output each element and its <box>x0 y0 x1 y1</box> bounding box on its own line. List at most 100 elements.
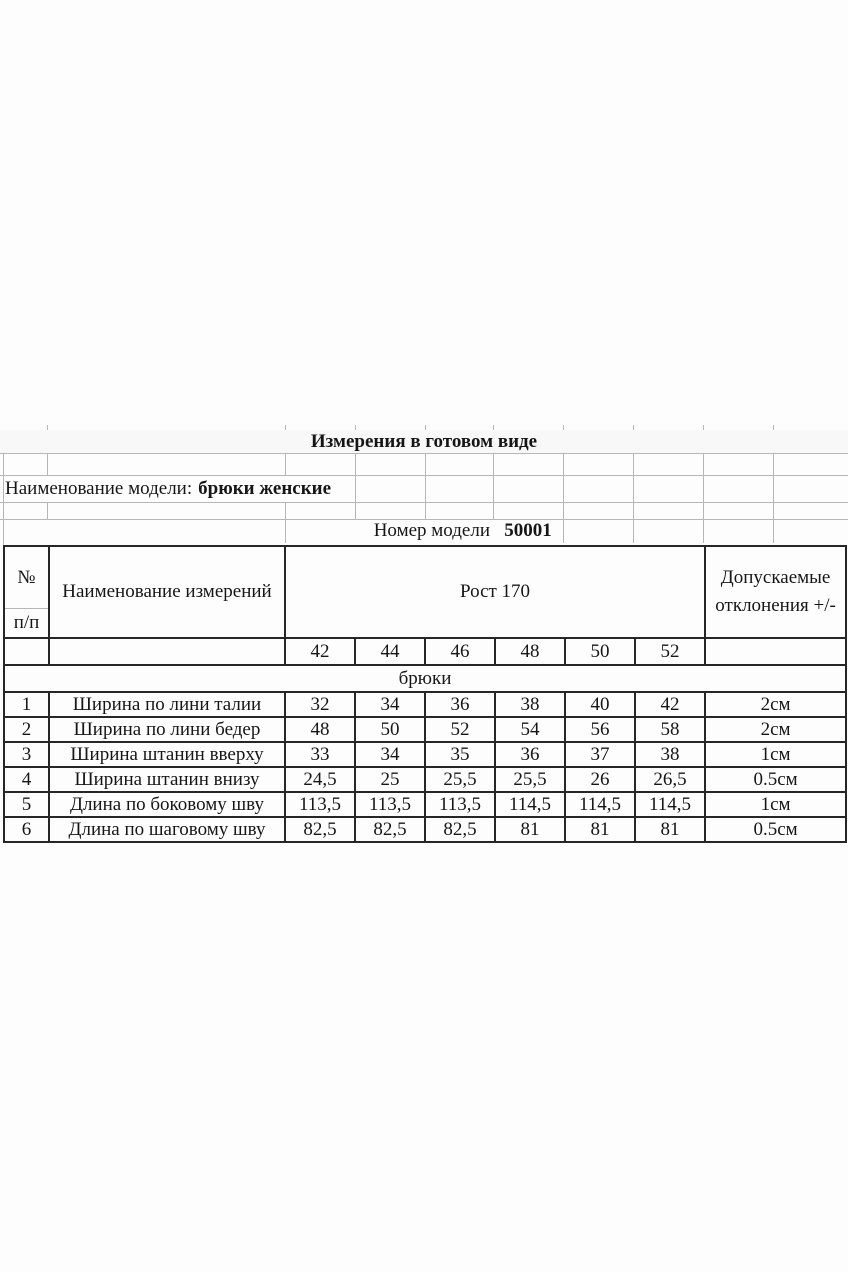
num-header-top: № <box>17 566 36 588</box>
table-row: 1 Ширина по лини талии 32 34 36 38 40 42… <box>3 691 848 718</box>
size-cell: 42 <box>284 637 356 666</box>
value-cell: 35 <box>424 741 496 768</box>
row-name: Длина по шаговому шву <box>48 816 286 843</box>
table-row: 6 Длина по шаговому шву 82,5 82,5 82,5 8… <box>3 816 848 843</box>
sheet-title: Измерения в готовом виде <box>0 430 848 453</box>
row-name: Ширина штанин внизу <box>48 766 286 793</box>
tolerance-header-cell: Допускаемые отклонения +/- <box>704 545 848 639</box>
value-cell: 26 <box>564 766 636 793</box>
value-cell: 25 <box>354 766 426 793</box>
value-cell: 40 <box>564 691 636 718</box>
model-name-value: брюки женские <box>198 477 332 499</box>
h-gridline <box>0 453 848 454</box>
row-num: 2 <box>3 716 50 743</box>
num-header-bottom: п/п <box>13 612 40 633</box>
value-cell: 58 <box>633 716 707 743</box>
row-name: Ширина по лини талии <box>48 691 286 718</box>
tolerance-cell: 2см <box>704 716 848 743</box>
value-cell: 114,5 <box>494 791 566 818</box>
value-cell: 113,5 <box>424 791 496 818</box>
value-cell: 26,5 <box>633 766 707 793</box>
value-cell: 37 <box>564 741 636 768</box>
value-cell: 24,5 <box>284 766 356 793</box>
value-cell: 56 <box>564 716 636 743</box>
value-cell: 81 <box>494 816 566 843</box>
value-cell: 34 <box>354 691 426 718</box>
v-gridline <box>633 453 634 543</box>
row-name: Ширина штанин вверху <box>48 741 286 768</box>
empty-cell <box>48 637 286 666</box>
value-cell: 54 <box>494 716 566 743</box>
measurements-table: № п/п Наименование измерений Рост 170 До… <box>2 545 848 843</box>
model-name-label: Наименование модели: <box>5 477 193 499</box>
value-cell: 81 <box>633 816 707 843</box>
v-gridline <box>355 425 356 430</box>
value-cell: 114,5 <box>633 791 707 818</box>
row-num: 3 <box>3 741 50 768</box>
value-cell: 82,5 <box>354 816 426 843</box>
value-cell: 38 <box>494 691 566 718</box>
v-gridline <box>633 425 634 430</box>
model-number-value: 50001 <box>504 520 552 541</box>
row-name: Ширина по лини бедер <box>48 716 286 743</box>
num-header-divider <box>6 608 47 609</box>
row-num: 4 <box>3 766 50 793</box>
value-cell: 52 <box>424 716 496 743</box>
sizes-row: 42 44 46 48 50 52 <box>3 637 848 666</box>
v-gridline <box>47 453 48 475</box>
value-cell: 25,5 <box>494 766 566 793</box>
value-cell: 48 <box>284 716 356 743</box>
h-gridline <box>0 475 848 476</box>
empty-cell <box>704 637 848 666</box>
category-row: брюки <box>2 664 848 693</box>
size-cell: 44 <box>354 637 426 666</box>
v-gridline <box>703 453 704 543</box>
v-gridline <box>355 453 356 519</box>
tolerance-cell: 1см <box>704 741 848 768</box>
v-gridline <box>425 453 426 519</box>
v-gridline <box>285 425 286 430</box>
v-gridline <box>47 425 48 430</box>
value-cell: 42 <box>633 691 707 718</box>
value-cell: 33 <box>284 741 356 768</box>
tolerance-cell: 0.5см <box>704 816 848 843</box>
size-cell: 48 <box>494 637 566 666</box>
value-cell: 25,5 <box>424 766 496 793</box>
value-cell: 34 <box>354 741 426 768</box>
value-cell: 113,5 <box>284 791 356 818</box>
v-gridline <box>285 453 286 475</box>
table-row: 3 Ширина штанин вверху 33 34 35 36 37 38… <box>3 741 848 768</box>
model-name-row: Наименование модели: брюки женские <box>0 475 848 502</box>
table-header-row: № п/п Наименование измерений Рост 170 До… <box>3 545 848 639</box>
size-cell: 46 <box>424 637 496 666</box>
value-cell: 38 <box>633 741 707 768</box>
size-cell: 52 <box>633 637 707 666</box>
name-header-cell: Наименование измерений <box>48 545 286 639</box>
value-cell: 32 <box>284 691 356 718</box>
row-num: 1 <box>3 691 50 718</box>
value-cell: 114,5 <box>564 791 636 818</box>
value-cell: 50 <box>354 716 426 743</box>
table-row: 4 Ширина штанин внизу 24,5 25 25,5 25,5 … <box>3 766 848 793</box>
table-row: 5 Длина по боковому шву 113,5 113,5 113,… <box>3 791 848 818</box>
v-gridline <box>773 425 774 430</box>
v-gridline <box>3 430 4 545</box>
v-gridline <box>493 453 494 519</box>
tolerance-cell: 2см <box>704 691 848 718</box>
h-gridline <box>0 519 848 520</box>
v-gridline <box>563 453 564 543</box>
value-cell: 113,5 <box>354 791 426 818</box>
v-gridline <box>703 425 704 430</box>
model-number-label: Номер модели <box>373 520 490 541</box>
row-name: Длина по боковому шву <box>48 791 286 818</box>
value-cell: 82,5 <box>424 816 496 843</box>
empty-cell <box>3 637 50 666</box>
v-gridline <box>773 453 774 543</box>
row-num: 5 <box>3 791 50 818</box>
value-cell: 81 <box>564 816 636 843</box>
v-gridline <box>285 502 286 543</box>
value-cell: 82,5 <box>284 816 356 843</box>
tolerance-cell: 0.5см <box>704 766 848 793</box>
v-gridline <box>493 425 494 430</box>
